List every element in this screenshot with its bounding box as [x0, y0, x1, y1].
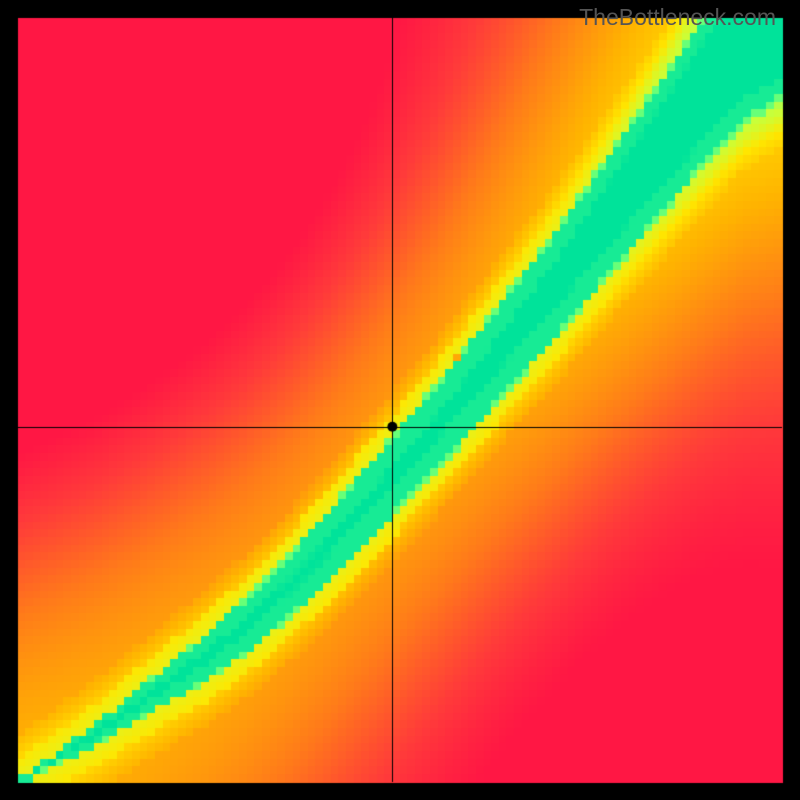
watermark-text: TheBottleneck.com: [579, 4, 776, 31]
bottleneck-heatmap: [0, 0, 800, 800]
chart-container: TheBottleneck.com: [0, 0, 800, 800]
